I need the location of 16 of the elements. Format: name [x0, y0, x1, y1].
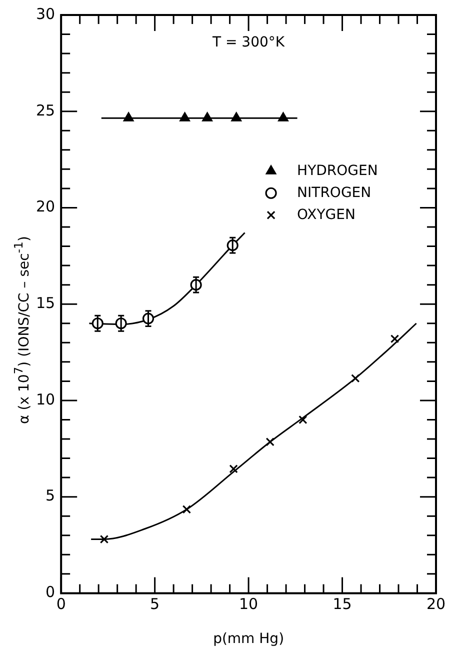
x-tick-label: 15 — [332, 595, 352, 614]
x-tick-label: 5 — [150, 595, 160, 614]
legend-label: NITROGEN — [297, 184, 372, 201]
legend-label: OXYGEN — [297, 206, 356, 223]
y-tick-label: 20 — [36, 198, 56, 216]
x-axis-title: p(mm Hg) — [213, 631, 284, 648]
y-tick-label: 5 — [46, 486, 56, 505]
y-tick-label: 15 — [36, 294, 56, 312]
legend-label: HYDROGEN — [297, 162, 378, 179]
y-tick-label: 30 — [36, 4, 56, 23]
y-tick-label: 0 — [46, 583, 56, 602]
y-tick-label: 25 — [36, 101, 56, 120]
x-tick-label: 10 — [238, 595, 258, 614]
y-tick-label: 10 — [36, 390, 56, 408]
x-tick-label: 20 — [426, 595, 446, 614]
annotation: T = 300°K — [211, 34, 286, 51]
